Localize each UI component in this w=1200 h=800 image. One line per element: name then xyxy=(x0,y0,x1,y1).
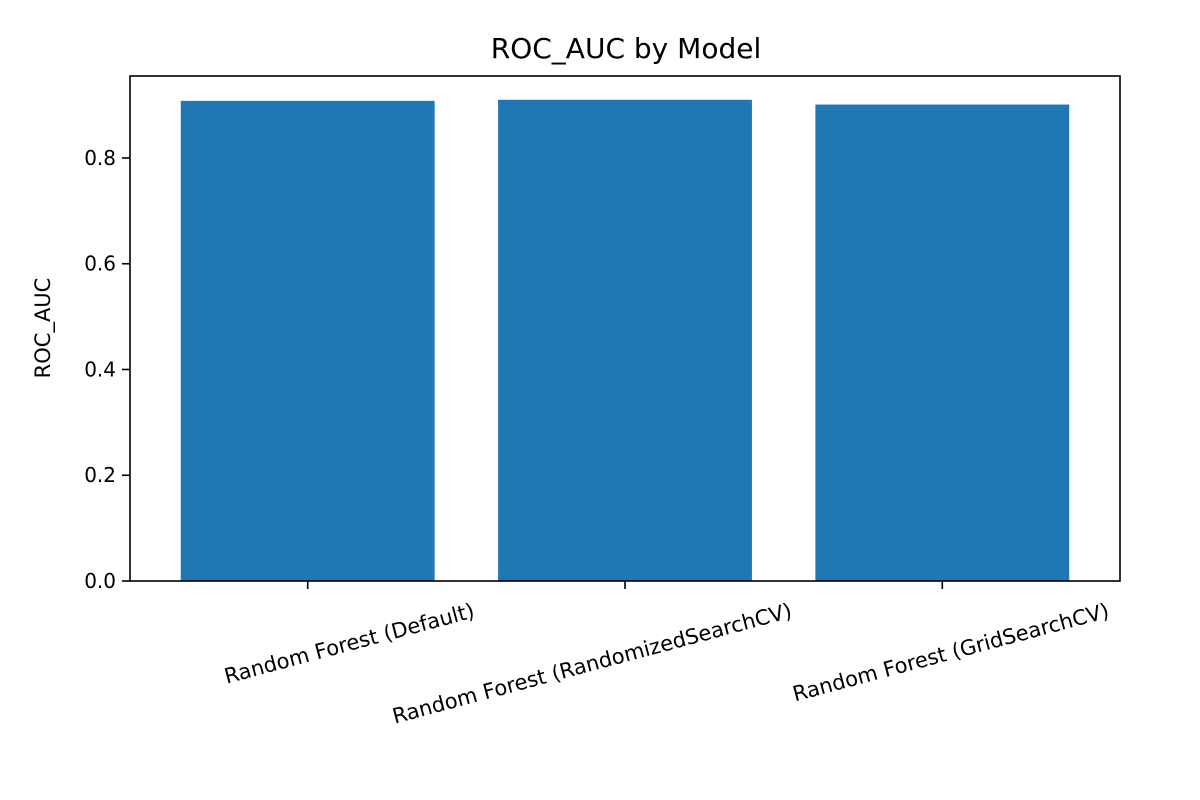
y-tick-label: 0.4 xyxy=(84,357,116,381)
chart-title: ROC_AUC by Model xyxy=(491,32,761,65)
x-tick-label: Random Forest (Default) xyxy=(222,599,477,689)
y-axis: 0.0 0.2 0.4 0.6 0.8 xyxy=(84,146,130,593)
y-tick-label: 0.0 xyxy=(84,569,116,593)
bar-0 xyxy=(180,100,435,582)
x-tick-label: Random Forest (GridSearchCV) xyxy=(790,599,1111,707)
bar-2 xyxy=(815,104,1070,581)
y-tick-label: 0.2 xyxy=(84,463,116,487)
bar-1 xyxy=(498,99,752,582)
plot-area-frame xyxy=(129,75,1121,582)
bars-group xyxy=(180,99,1070,582)
y-axis-label: ROC_AUC xyxy=(31,278,56,379)
y-tick-label: 0.6 xyxy=(84,252,116,276)
x-axis: Random Forest (Default)Random Forest (Ra… xyxy=(222,581,1112,729)
y-tick-label: 0.8 xyxy=(84,146,116,170)
